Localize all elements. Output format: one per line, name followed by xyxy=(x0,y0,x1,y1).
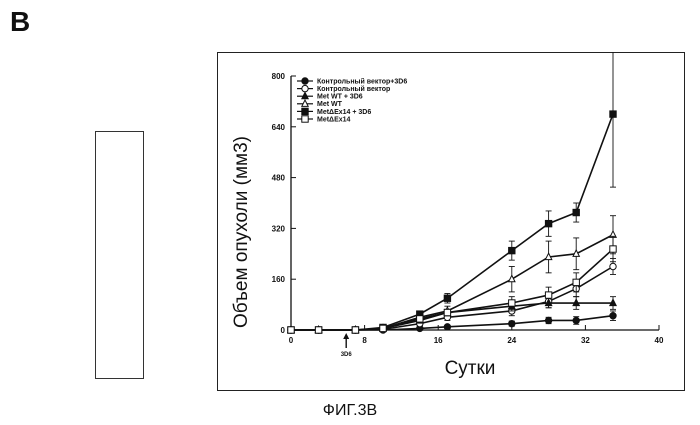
annotation-label: 3D6 xyxy=(341,352,353,358)
data-point xyxy=(545,292,551,298)
legend-label: MetΔEx14 xyxy=(317,116,351,123)
x-tick-label: 16 xyxy=(434,336,443,345)
data-point xyxy=(610,246,616,252)
y-tick-label: 320 xyxy=(272,224,286,233)
data-point xyxy=(573,279,579,285)
data-point xyxy=(610,313,616,319)
series-line xyxy=(291,235,613,330)
data-point xyxy=(545,220,551,226)
data-point xyxy=(509,247,515,253)
tumor-volume-chart: 0 160 320 480 640 800 0 8 16 24 32 40 Контрольный в… xyxy=(217,52,683,389)
data-point xyxy=(315,327,321,333)
data-point xyxy=(610,263,616,269)
y-tick-label: 160 xyxy=(272,275,286,284)
legend-marker xyxy=(302,108,308,114)
series-group xyxy=(288,259,616,334)
annotation-arrow-head xyxy=(343,333,349,339)
y-tick-label: 800 xyxy=(272,72,286,81)
legend-label: Met WT + 3D6 xyxy=(317,94,363,101)
series-group xyxy=(288,216,616,333)
data-point xyxy=(573,317,579,323)
data-point xyxy=(610,111,616,117)
data-point xyxy=(444,309,450,315)
y-tick-label: 640 xyxy=(272,123,286,132)
data-point xyxy=(352,327,358,333)
series-line xyxy=(291,316,613,330)
y-tick-label: 0 xyxy=(281,326,286,335)
data-point xyxy=(417,316,423,322)
series-line xyxy=(291,114,613,330)
blank-side-panel xyxy=(95,131,144,379)
y-tick-label: 480 xyxy=(272,174,286,183)
data-point xyxy=(509,300,515,306)
legend-label: Контрольный вектор+3D6 xyxy=(317,77,407,85)
data-point xyxy=(573,209,579,215)
x-tick-label: 0 xyxy=(289,336,294,345)
data-point xyxy=(444,324,450,330)
treatment-annotation: 3D6 xyxy=(341,333,353,358)
legend-label: Met WT xyxy=(317,101,343,108)
series-group xyxy=(288,236,616,333)
series-line xyxy=(291,249,613,330)
x-tick-label: 40 xyxy=(655,336,664,345)
data-point xyxy=(509,320,515,326)
x-tick-label: 32 xyxy=(581,336,590,345)
data-point xyxy=(545,317,551,323)
legend-label: MetΔEx14 + 3D6 xyxy=(317,109,371,116)
y-axis-title: Объем опухоли (мм3) xyxy=(231,136,252,328)
legend-label: Контрольный вектор xyxy=(317,85,390,93)
x-axis-title: Сутки xyxy=(445,358,496,379)
legend-marker xyxy=(302,116,308,122)
data-point xyxy=(288,327,294,333)
legend-marker xyxy=(302,85,308,91)
data-point xyxy=(380,325,386,331)
x-tick-label: 8 xyxy=(362,336,367,345)
panel-letter: B xyxy=(10,6,30,38)
x-tick-label: 24 xyxy=(507,336,516,345)
legend: Контрольный вектор+3D6Контрольный вектор… xyxy=(297,77,407,123)
legend-marker xyxy=(302,100,308,106)
legend-marker xyxy=(302,78,308,84)
figure-caption: ФИГ.3В xyxy=(0,402,700,420)
data-point xyxy=(444,295,450,301)
